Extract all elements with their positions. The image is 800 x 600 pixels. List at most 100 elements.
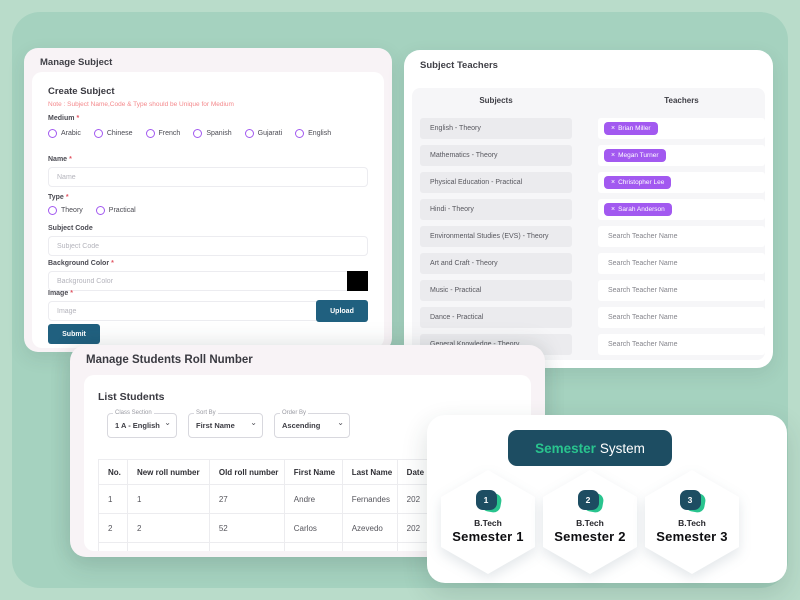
background-color-input[interactable] — [48, 271, 368, 291]
cell-first-name: Caua — [283, 542, 343, 551]
class-section-label: Class Section — [113, 410, 154, 416]
cell-no: 2 — [98, 513, 128, 543]
semester-1-badge[interactable]: 1 B.Tech Semester 1 — [441, 470, 535, 574]
program-name: B.Tech — [474, 518, 502, 528]
teacher-chip[interactable]: × Megan Turner — [604, 149, 666, 162]
radio-circle-icon[interactable] — [244, 129, 254, 138]
semester-system-banner: Semester System — [508, 430, 672, 466]
radio-circle-icon[interactable] — [93, 129, 103, 138]
semester-2-badge[interactable]: 2 B.Tech Semester 2 — [543, 470, 637, 574]
required-mark: * — [76, 115, 80, 122]
teacher-cell[interactable]: × Brian Miller — [598, 118, 765, 139]
teachers-column-header: Teachers — [664, 96, 699, 105]
cell-new-roll: 2 — [126, 513, 210, 543]
upload-button[interactable]: Upload — [316, 300, 368, 322]
unique-note: Note : Subject Name,Code & Type should b… — [48, 101, 234, 108]
required-mark: * — [111, 260, 114, 267]
teacher-search-cell[interactable]: Search Teacher Name — [598, 307, 765, 328]
cell-old-roll: 27 — [208, 484, 285, 514]
required-mark: * — [65, 194, 69, 201]
semester-2-number-chip: 2 — [577, 490, 605, 514]
sort-by-label: Sort By — [194, 410, 218, 416]
subject-code-input[interactable] — [48, 236, 368, 256]
radio-medium-chinese[interactable]: Chinese — [93, 129, 133, 138]
name-input[interactable] — [48, 167, 368, 187]
remove-teacher-icon[interactable]: × — [611, 205, 616, 213]
semester-3-badge[interactable]: 3 B.Tech Semester 3 — [645, 470, 739, 574]
column-header-first-name: First Name — [283, 459, 343, 485]
radio-circle-icon[interactable] — [95, 206, 105, 215]
sort-by-select[interactable]: Sort By First Name ⌄ — [188, 410, 263, 438]
remove-teacher-icon[interactable]: × — [611, 124, 616, 132]
teacher-search-placeholder[interactable]: Search Teacher Name — [608, 233, 678, 240]
radio-circle-icon[interactable] — [48, 129, 57, 138]
cell-first-name: Andre — [283, 484, 343, 514]
table-row: Physical Education - Practical × Christop… — [412, 172, 765, 193]
teacher-search-placeholder[interactable]: Search Teacher Name — [608, 260, 678, 267]
semester-label: Semester 2 — [554, 529, 626, 544]
semester-number: 3 — [679, 490, 701, 510]
class-section-select[interactable]: Class Section 1 A - English ⌄ — [107, 410, 177, 438]
subject-cell: Hindi - Theory — [420, 199, 572, 220]
column-header-new-roll: New roll number — [126, 459, 210, 485]
teacher-search-placeholder[interactable]: Search Teacher Name — [608, 314, 678, 321]
teacher-chip[interactable]: × Christopher Lee — [604, 176, 672, 189]
subject-cell: Art and Craft - Theory — [420, 253, 572, 274]
type-radio-group: Theory Practical — [48, 206, 136, 215]
teacher-search-placeholder[interactable]: Search Teacher Name — [608, 287, 678, 294]
semester-1-number-chip: 1 — [475, 490, 503, 514]
cell-last-name: Fernandes — [341, 484, 398, 514]
radio-medium-spanish[interactable]: Spanish — [193, 129, 232, 138]
teacher-chip[interactable]: × Sarah Anderson — [604, 203, 672, 216]
subject-cell: Environmental Studies (EVS) - Theory — [420, 226, 572, 247]
semester-label: Semester 1 — [452, 529, 524, 544]
column-header-old-roll: Old roll number — [208, 459, 285, 485]
table-row: Art and Craft - Theory Search Teacher Na… — [412, 253, 765, 274]
semester-system-card: Semester System 1 B.Tech Semester 1 2 B.… — [427, 415, 787, 583]
subject-teachers-rows: English - Theory × Brian Miller Mathemati… — [412, 118, 765, 355]
program-name: B.Tech — [576, 518, 604, 528]
teacher-search-cell[interactable]: Search Teacher Name — [598, 280, 765, 301]
radio-circle-icon[interactable] — [295, 129, 305, 138]
subject-teachers-panel: Subjects Teachers English - Theory × Bria… — [412, 88, 765, 360]
teacher-chip[interactable]: × Brian Miller — [604, 122, 658, 135]
column-header-no: No. — [98, 459, 128, 485]
order-by-label: Order By — [280, 410, 309, 416]
radio-medium-english[interactable]: English — [295, 129, 331, 138]
remove-teacher-icon[interactable]: × — [611, 151, 616, 159]
teacher-search-cell[interactable]: Search Teacher Name — [598, 226, 765, 247]
semester-accent-text: Semester — [535, 440, 596, 456]
chevron-down-icon[interactable]: ⌄ — [337, 418, 344, 427]
color-swatch[interactable] — [347, 271, 368, 291]
teacher-cell[interactable]: × Megan Turner — [598, 145, 765, 166]
order-by-select[interactable]: Order By Ascending ⌄ — [274, 410, 350, 438]
teacher-cell[interactable]: × Sarah Anderson — [598, 199, 765, 220]
chevron-down-icon[interactable]: ⌄ — [250, 418, 257, 427]
image-input[interactable] — [48, 301, 368, 321]
table-row: Hindi - Theory × Sarah Anderson — [412, 199, 765, 220]
teacher-search-cell[interactable]: Search Teacher Name — [598, 253, 765, 274]
name-label: Name * — [48, 156, 72, 163]
type-label: Type * — [48, 194, 69, 201]
required-mark: * — [70, 290, 73, 297]
subject-cell: English - Theory — [420, 118, 572, 139]
radio-circle-icon[interactable] — [145, 129, 155, 138]
radio-medium-arabic[interactable]: Arabic — [48, 129, 81, 138]
submit-button[interactable]: Submit — [48, 324, 100, 344]
table-row: Mathematics - Theory × Megan Turner — [412, 145, 765, 166]
teacher-search-placeholder[interactable]: Search Teacher Name — [608, 341, 678, 348]
chevron-down-icon[interactable]: ⌄ — [164, 418, 171, 427]
radio-medium-french[interactable]: French — [145, 129, 180, 138]
radio-circle-icon[interactable] — [193, 129, 203, 138]
manage-subject-card: Manage Subject Create Subject Note : Sub… — [24, 48, 392, 352]
radio-type-practical[interactable]: Practical — [95, 206, 136, 215]
subject-teachers-title: Subject Teachers — [420, 60, 498, 71]
table-row: Environmental Studies (EVS) - Theory Sea… — [412, 226, 765, 247]
cell-last-name: Azevedo — [341, 513, 398, 543]
remove-teacher-icon[interactable]: × — [611, 178, 616, 186]
radio-type-theory[interactable]: Theory — [48, 206, 83, 215]
radio-medium-gujarati[interactable]: Gujarati — [244, 129, 282, 138]
radio-circle-icon[interactable] — [48, 206, 57, 215]
teacher-cell[interactable]: × Christopher Lee — [598, 172, 765, 193]
teacher-search-cell[interactable]: Search Teacher Name — [598, 334, 765, 355]
